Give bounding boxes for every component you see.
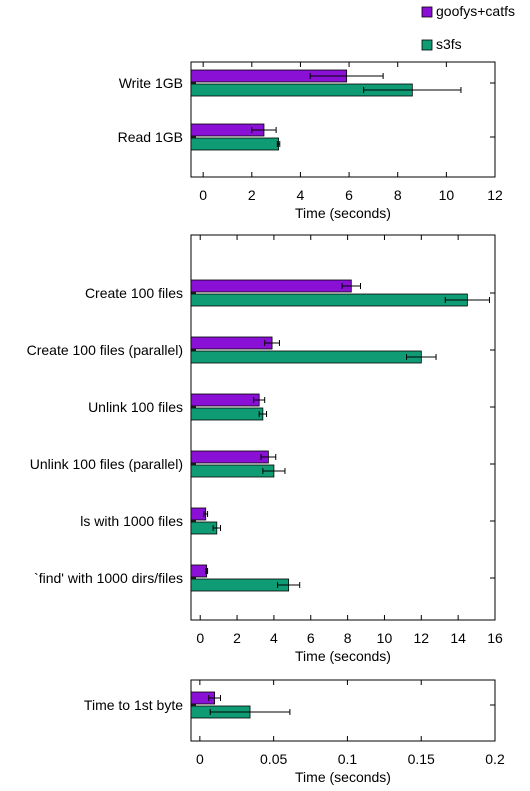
x-tick-label: 0.15 xyxy=(408,751,435,767)
chart-panel-1: 0 2 4 6 8 10 12 Time (seconds) Write 1GB Read 1GB xyxy=(118,61,503,221)
chart-panel-3: 0 0.05 0.1 0.15 0.2 Time (seconds) Time to 1st… xyxy=(84,679,505,785)
x-tick-label: 4 xyxy=(297,187,305,203)
x-tick-label: 10 xyxy=(377,630,393,646)
chart-panel-2: 0 2 4 6 8 10 12 14 16 Time (seconds) Create 100 fi… xyxy=(27,234,503,664)
chart-panels: 0 2 4 6 8 10 12 Time (seconds) Write 1GB Read 1GB… xyxy=(27,61,505,785)
plot-frame xyxy=(190,61,496,178)
legend-label-goofys-catfs: goofys+catfs xyxy=(436,3,515,19)
category-label-time-to-1st-byte: Time to 1st byte xyxy=(84,697,183,713)
x-tick-label: 2 xyxy=(233,630,241,646)
x-tick-label: 8 xyxy=(394,187,402,203)
bar-goofys-catfs-unlink-100-files xyxy=(190,393,260,407)
legend-label-s3fs: s3fs xyxy=(436,36,462,52)
x-tick-label: 4 xyxy=(270,630,278,646)
x-tick-label: 0.05 xyxy=(260,751,287,767)
bar-s3fs-unlink-100-files-parallel xyxy=(190,464,275,478)
x-tick-label: 6 xyxy=(345,187,353,203)
category-label-write-1gb: Write 1GB xyxy=(119,75,183,91)
category-label-unlink-100-files: Unlink 100 files xyxy=(88,399,183,415)
category-label-read-1gb: Read 1GB xyxy=(118,129,183,145)
bar-goofys-catfs-unlink-100-files-parallel xyxy=(190,450,269,464)
bar-s3fs-read-1gb xyxy=(190,137,279,151)
bar-s3fs-unlink-100-files xyxy=(190,407,264,421)
x-tick-label: 0 xyxy=(196,751,204,767)
x-tick-label: 0 xyxy=(199,187,207,203)
x-axis-label: Time (seconds) xyxy=(295,769,391,785)
x-axis-label: Time (seconds) xyxy=(295,205,391,221)
x-tick-label: 10 xyxy=(439,187,455,203)
x-tick-label: 12 xyxy=(414,630,430,646)
x-tick-label: 0.2 xyxy=(485,751,505,767)
plot-frame xyxy=(190,234,496,621)
legend: goofys+catfs s3fs xyxy=(421,3,515,52)
x-tick-label: 14 xyxy=(450,630,466,646)
category-label-create-100-files: Create 100 files xyxy=(85,285,183,301)
legend-swatch-s3fs xyxy=(421,39,433,51)
bar-s3fs-create-100-files xyxy=(190,293,468,307)
category-label-ls-with-1000-files: ls with 1000 files xyxy=(80,513,183,529)
bar-goofys-catfs-create-100-files-parallel xyxy=(190,336,273,350)
legend-swatch-goofys-catfs xyxy=(421,6,433,18)
category-label-find-with-1000-dirs-files: `find' with 1000 dirs/files xyxy=(34,570,183,586)
x-tick-label: 8 xyxy=(344,630,352,646)
x-axis-label: Time (seconds) xyxy=(295,648,391,664)
bar-goofys-catfs-find-with-1000-dirs-files xyxy=(190,564,208,578)
x-tick-label: 0.1 xyxy=(338,751,358,767)
x-tick-label: 2 xyxy=(248,187,256,203)
category-label-unlink-100-files-parallel: Unlink 100 files (parallel) xyxy=(30,456,183,472)
x-tick-label: 6 xyxy=(307,630,315,646)
category-label-create-100-files-parallel: Create 100 files (parallel) xyxy=(27,342,183,358)
bar-s3fs-find-with-1000-dirs-files xyxy=(190,578,290,592)
x-tick-label: 16 xyxy=(487,630,503,646)
bar-s3fs-create-100-files-parallel xyxy=(190,350,422,364)
x-tick-label: 0 xyxy=(196,630,204,646)
x-tick-label: 12 xyxy=(487,187,503,203)
bar-goofys-catfs-create-100-files xyxy=(190,279,352,293)
